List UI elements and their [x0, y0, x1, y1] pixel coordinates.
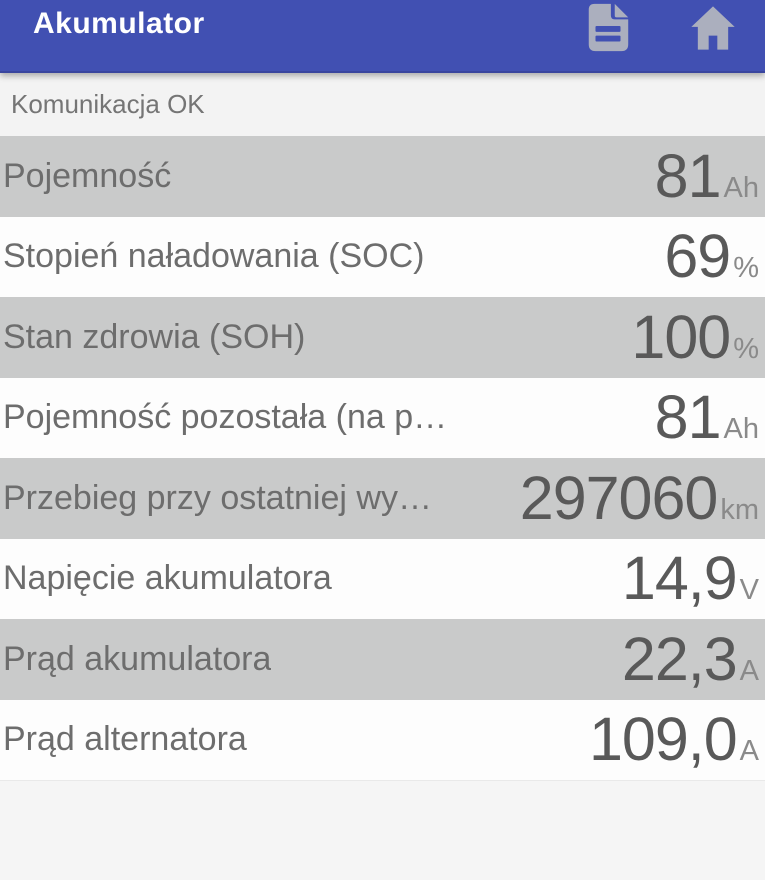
row-label: Przebieg przy ostatniej wy… [3, 478, 432, 517]
row-value: 22,3 [621, 624, 738, 693]
row-value-group: 100 % [631, 302, 759, 371]
row-value-group: 14,9 V [622, 548, 759, 609]
row-label: Prąd akumulatora [3, 639, 272, 678]
row-alternator-current[interactable]: Prąd alternatora 109,0 A [0, 699, 765, 780]
row-soc[interactable]: Stopień naładowania (SOC) 69 % [0, 216, 765, 297]
row-label: Prąd alternatora [3, 720, 247, 759]
document-icon [588, 3, 629, 52]
row-value-group: 81 Ah [654, 141, 759, 210]
app-bar: Akumulator [0, 0, 765, 73]
row-label: Pojemność [3, 156, 172, 195]
row-unit: Ah [723, 171, 759, 204]
row-value: 81 [654, 141, 722, 210]
row-value-group: 109,0 A [589, 709, 759, 770]
row-capacity[interactable]: Pojemność 81 Ah [0, 136, 765, 217]
home-button[interactable] [687, 4, 739, 52]
row-value-group: 297060 km [519, 463, 759, 532]
row-value: 81 [654, 383, 722, 452]
row-battery-voltage[interactable]: Napięcie akumulatora 14,9 V [0, 538, 765, 619]
row-value-group: 81 Ah [655, 387, 759, 448]
report-button[interactable] [583, 2, 633, 53]
row-value: 14,9 [621, 544, 738, 613]
row-label: Pojemność pozostała (na p… [3, 398, 448, 437]
row-value: 69 [664, 222, 731, 291]
parameter-list: Pojemność 81 Ah Stopień naładowania (SOC… [0, 136, 765, 780]
row-value-group: 69 % [664, 226, 759, 287]
row-value: 297060 [519, 463, 719, 532]
row-unit: A [739, 735, 759, 768]
row-unit: Ah [723, 413, 759, 446]
row-unit: % [733, 332, 759, 365]
row-soh[interactable]: Stan zdrowia (SOH) 100 % [0, 297, 765, 378]
row-value: 109,0 [589, 705, 738, 774]
home-icon [691, 6, 735, 50]
page-title: Akumulator [33, 7, 205, 40]
row-value: 100 [631, 302, 731, 371]
status-text: Komunikacja OK [11, 89, 205, 119]
row-unit: A [739, 654, 759, 687]
row-label: Stan zdrowia (SOH) [3, 317, 306, 356]
row-unit: % [733, 252, 759, 285]
row-label: Napięcie akumulatora [3, 559, 332, 598]
row-remaining-capacity[interactable]: Pojemność pozostała (na p… 81 Ah [0, 377, 765, 458]
row-label: Stopień naładowania (SOC) [3, 237, 425, 276]
row-unit: km [720, 493, 759, 526]
empty-area [0, 780, 765, 880]
row-value-group: 22,3 A [621, 624, 759, 693]
row-battery-current[interactable]: Prąd akumulatora 22,3 A [0, 619, 765, 700]
status-bar: Komunikacja OK [0, 73, 765, 136]
row-mileage-last-calibration[interactable]: Przebieg przy ostatniej wy… 297060 km [0, 458, 765, 539]
row-unit: V [739, 574, 759, 607]
